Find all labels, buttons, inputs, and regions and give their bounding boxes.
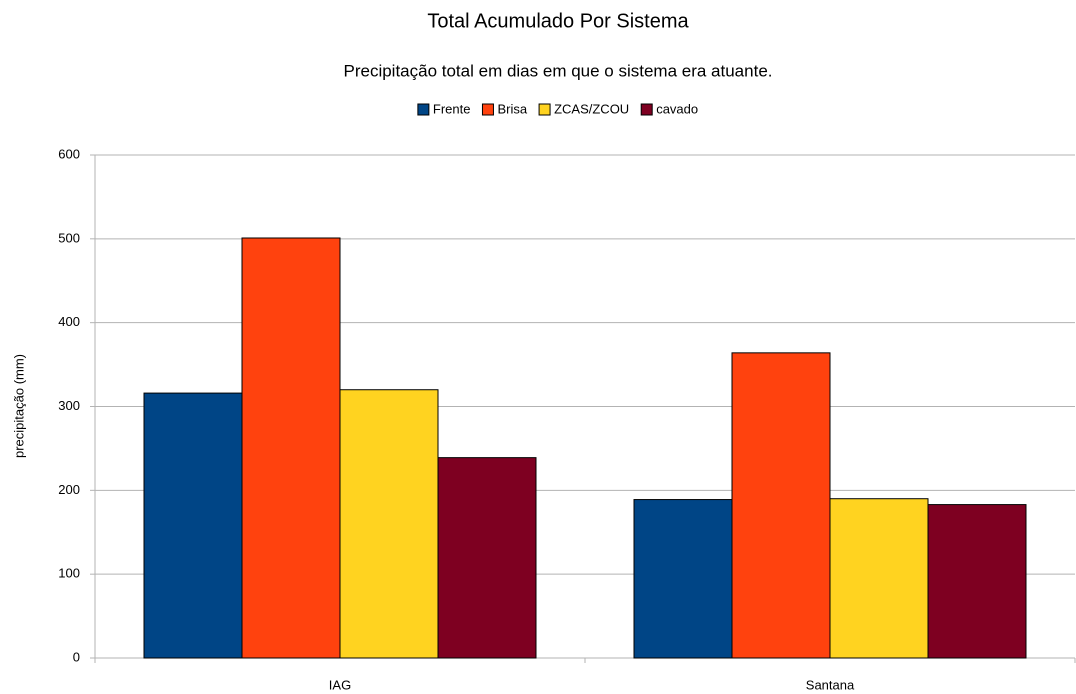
y-tick-label: 100 [58, 566, 80, 581]
x-tick-label: IAG [329, 677, 351, 692]
chart-title: Total Acumulado Por Sistema [427, 10, 689, 32]
y-tick-label: 300 [58, 398, 80, 413]
legend-label: cavado [656, 101, 698, 116]
bar [437, 457, 537, 659]
y-tick-label: 600 [58, 146, 80, 161]
legend-label: Frente [433, 101, 471, 116]
legend-swatch [417, 103, 430, 116]
y-tick-label: 0 [73, 649, 80, 664]
bar [143, 392, 243, 659]
y-tick-label: 400 [58, 314, 80, 329]
x-tick-label: Santana [806, 677, 855, 692]
legend-swatch [481, 103, 494, 116]
legend-label: ZCAS/ZCOU [554, 101, 629, 116]
bar [927, 504, 1027, 659]
y-tick-label: 200 [58, 482, 80, 497]
bar [241, 237, 341, 659]
bar [829, 498, 929, 659]
chart-subtitle: Precipitação total em dias em que o sist… [343, 61, 772, 80]
legend-label: Brisa [497, 101, 527, 116]
y-axis-label: precipitação (mm) [11, 354, 26, 458]
legend-swatch [538, 103, 551, 116]
bar [339, 389, 439, 659]
legend-swatch [640, 103, 653, 116]
bar [731, 352, 831, 659]
bar [633, 499, 733, 659]
y-tick-label: 500 [58, 230, 80, 245]
